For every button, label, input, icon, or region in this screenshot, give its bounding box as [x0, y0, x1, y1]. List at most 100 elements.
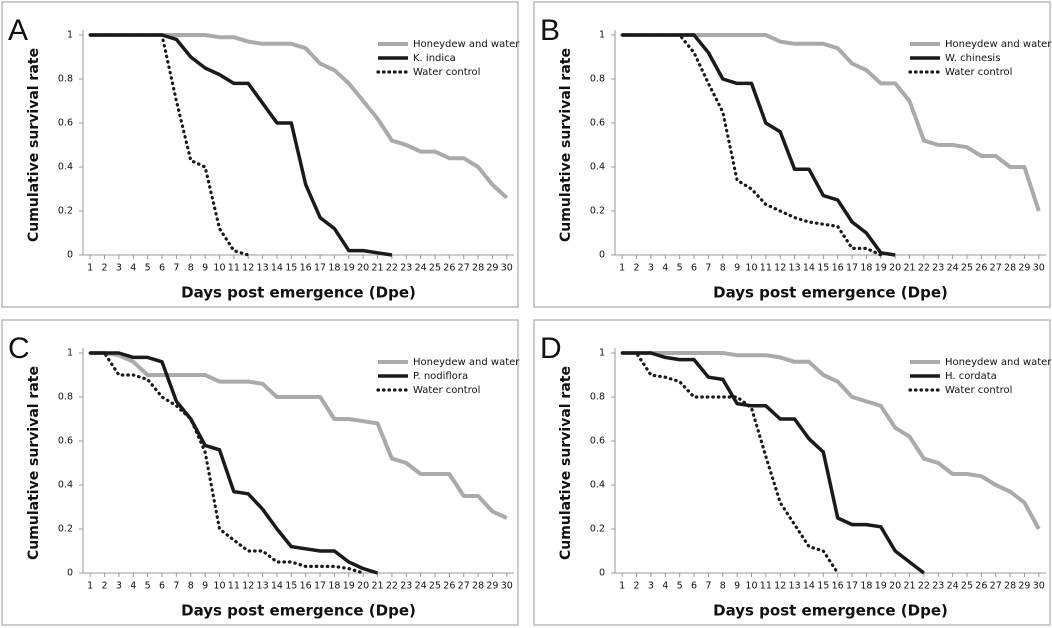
x-tick-label: 10: [213, 263, 225, 274]
x-tick-label: 18: [328, 581, 340, 592]
panel: D00.20.40.60.811 2 3 4 5 6 7 8 9 10 11 12 13 14 15 16 17…: [533, 319, 1052, 626]
x-tick-label: 5: [677, 581, 683, 592]
y-tick-label: 0: [67, 568, 73, 579]
y-tick-label: 0.4: [590, 162, 605, 173]
x-tick-label: 3: [116, 263, 122, 274]
x-tick-label: 28: [1004, 263, 1016, 274]
x-tick-label: 12: [242, 581, 254, 592]
x-tick-label: 4: [662, 581, 668, 592]
x-tick-label: 24: [415, 263, 427, 274]
x-tick-label: 26: [443, 263, 455, 274]
x-tick-label: 23: [400, 263, 412, 274]
y-tick-label: 0.8: [590, 74, 605, 85]
legend-label: Honeydew and water: [945, 357, 1052, 368]
y-tick-label: 0.8: [590, 392, 605, 403]
x-tick-label: 13: [257, 581, 269, 592]
legend-label: K. indica: [413, 53, 456, 64]
x-tick-label: 18: [860, 581, 872, 592]
x-tick-label: 20: [889, 581, 901, 592]
x-axis-label: Days post emergence (Dpe): [713, 284, 948, 302]
x-tick-label: 20: [889, 263, 901, 274]
x-tick-label: 6: [159, 263, 165, 274]
x-tick-label: 25: [429, 581, 441, 592]
legend-label: Honeydew and water: [413, 39, 520, 50]
x-tick-label: 17: [314, 581, 326, 592]
x-tick-label: 4: [130, 263, 136, 274]
x-tick-label: 9: [202, 581, 208, 592]
legend-label: Honeydew and water: [413, 357, 520, 368]
x-tick-label: 22: [918, 263, 930, 274]
x-tick-label: 25: [961, 263, 973, 274]
panel-border: [533, 1, 1051, 308]
x-axis-label: Days post emergence (Dpe): [181, 602, 416, 620]
y-tick-label: 0.6: [590, 436, 605, 447]
x-tick-label: 10: [745, 581, 757, 592]
x-tick-label: 27: [990, 263, 1002, 274]
x-tick-label: 2: [634, 263, 640, 274]
y-tick-label: 0.6: [58, 436, 73, 447]
series-line: [88, 33, 250, 257]
x-tick-label: 15: [817, 581, 829, 592]
x-tick-label: 22: [386, 263, 398, 274]
y-tick-label: 0.4: [58, 162, 73, 173]
x-tick-label: 19: [875, 263, 887, 274]
x-tick-label: 22: [918, 581, 930, 592]
x-tick-label: 3: [116, 581, 122, 592]
y-tick-label: 0.2: [58, 524, 73, 535]
x-tick-label: 10: [745, 263, 757, 274]
y-tick-label: 1: [67, 348, 73, 359]
x-tick-label: 25: [961, 581, 973, 592]
x-tick-label: 7: [173, 581, 179, 592]
legend-label: Water control: [945, 385, 1012, 396]
panel-border: [1, 1, 519, 308]
x-tick-label: 28: [1004, 581, 1016, 592]
x-tick-label: 1: [619, 263, 625, 274]
y-tick-label: 1: [599, 348, 605, 359]
y-tick-label: 0.8: [58, 392, 73, 403]
x-tick-label: 27: [990, 581, 1002, 592]
x-tick-label: 22: [386, 581, 398, 592]
x-tick-label: 27: [458, 581, 470, 592]
x-tick-label: 30: [1033, 581, 1045, 592]
x-tick-label: 5: [145, 263, 151, 274]
x-tick-label: 29: [1018, 263, 1030, 274]
x-tick-label: 2: [634, 581, 640, 592]
legend-label: Water control: [945, 67, 1012, 78]
x-axis-label: Days post emergence (Dpe): [713, 602, 948, 620]
x-tick-label: 3: [648, 581, 654, 592]
x-tick-label: 18: [328, 263, 340, 274]
y-tick-label: 0.4: [590, 480, 605, 491]
x-tick-label: 7: [173, 263, 179, 274]
x-tick-label: 14: [271, 581, 283, 592]
y-tick-label: 0: [599, 250, 605, 261]
x-tick-label: 14: [803, 263, 815, 274]
panel-border: [1, 319, 519, 626]
x-tick-label: 16: [300, 581, 312, 592]
x-tick-label: 16: [832, 263, 844, 274]
x-tick-label: 24: [947, 263, 959, 274]
y-tick-label: 0.2: [590, 524, 605, 535]
series-line: [620, 33, 883, 257]
y-tick-label: 1: [599, 30, 605, 41]
legend-label: Honeydew and water: [945, 39, 1052, 50]
y-axis-label: Cumulative survival rate: [26, 366, 42, 560]
y-tick-label: 0.6: [590, 118, 605, 129]
y-tick-label: 0: [599, 568, 605, 579]
x-tick-label: 15: [285, 263, 297, 274]
x-tick-label: 15: [285, 581, 297, 592]
x-tick-label: 13: [789, 263, 801, 274]
series-line: [620, 351, 840, 575]
x-tick-label: 9: [734, 263, 740, 274]
x-tick-label: 28: [472, 263, 484, 274]
x-tick-label: 8: [188, 263, 194, 274]
x-tick-label: 26: [443, 581, 455, 592]
x-tick-label: 5: [145, 581, 151, 592]
x-tick-label: 11: [228, 581, 240, 592]
x-tick-label: 13: [789, 581, 801, 592]
x-tick-label: 14: [803, 581, 815, 592]
series-line: [622, 33, 896, 257]
x-tick-label: 7: [705, 581, 711, 592]
x-tick-label: 11: [760, 581, 772, 592]
x-tick-label: 29: [1018, 581, 1030, 592]
